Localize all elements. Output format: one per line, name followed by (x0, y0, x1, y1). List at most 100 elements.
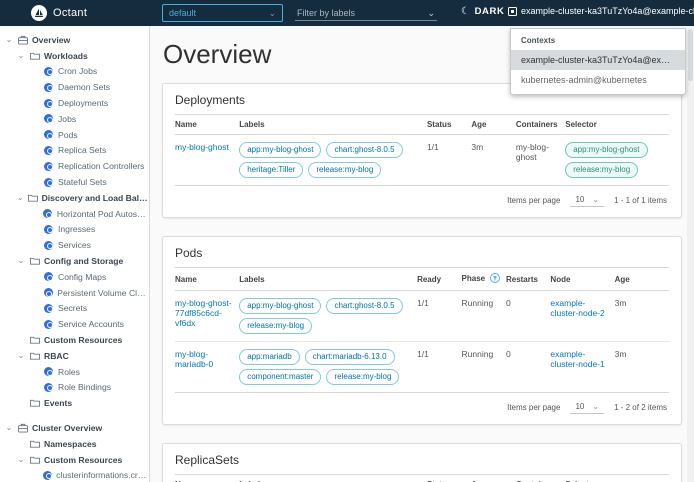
selector-pill: release:my-blog (565, 162, 639, 178)
scrollbar-thumb[interactable] (688, 29, 693, 81)
sidebar-item-label: Config and Storage (44, 256, 124, 267)
sidebar-item-label: Cron Jobs (58, 66, 98, 77)
folder-icon (29, 398, 40, 409)
chevron-down-icon[interactable]: ⌄ (17, 50, 25, 60)
sidebar-item-secrets[interactable]: Secrets (0, 301, 149, 317)
chevron-down-icon: ⌄ (427, 7, 435, 18)
label-pill[interactable]: app:my-blog-ghost (239, 298, 322, 314)
link-example-cluster-node-1[interactable]: example-cluster-node-1 (550, 349, 605, 369)
label-pill[interactable]: release:my-blog (239, 318, 313, 334)
sidebar-item-workloads[interactable]: ⌄ Workloads (0, 48, 149, 64)
label-pill[interactable]: release:my-blog (308, 162, 382, 178)
sidebar-item-persistent-volume-claims[interactable]: Persistent Volume Claims (0, 285, 149, 301)
resource-icon (43, 240, 54, 251)
sidebar-item-pods[interactable]: Pods (0, 127, 149, 143)
label-filter-input[interactable]: Filter by labels ⌄ (295, 5, 437, 21)
sidebar-item-jobs[interactable]: Jobs (0, 111, 149, 127)
context-selector-button[interactable]: example-cluster-ka3TuTzYo4a@example-clus… (508, 6, 694, 16)
cell-labels: app:my-blog-ghost chart:ghost-8.0.5 releas… (239, 291, 417, 342)
column-header-name: Name (175, 114, 240, 135)
filter-icon[interactable] (490, 273, 501, 285)
sidebar-item-service-accounts[interactable]: Service Accounts (0, 316, 149, 332)
label-pill[interactable]: chart:ghost-8.0.5 (326, 142, 403, 158)
items-per-page-label: Items per page (507, 196, 561, 205)
folder-icon (29, 350, 40, 361)
sidebar-item-clusterinformations-crd-projec[interactable]: clusterinformations.crd.projec (0, 468, 149, 482)
sidebar-item-config-and-storage[interactable]: ⌄ Config and Storage (0, 253, 149, 269)
sidebar-item-cron-jobs[interactable]: Cron Jobs (0, 64, 149, 80)
namespace-select[interactable]: default ⌄ (162, 4, 283, 22)
chevron-down-icon[interactable]: ⌄ (17, 350, 25, 360)
resource-icon (43, 470, 53, 481)
resource-icon (43, 288, 53, 298)
chevron-down-icon[interactable]: ⌄ (17, 256, 25, 266)
label-pill[interactable]: chart:mariadb-6.13.0 (304, 349, 395, 365)
page-size-select[interactable]: 10 ⌄ (570, 194, 605, 207)
resource-icon (44, 130, 53, 140)
resource-icon (43, 366, 54, 377)
vertical-scrollbar[interactable] (687, 26, 694, 482)
card-title: Pods (175, 246, 203, 260)
context-selector-label: example-cluster-ka3TuTzYo4a@example-clus… (521, 6, 694, 16)
resource-icon (44, 66, 53, 76)
label-pill[interactable]: app:my-blog-ghost (239, 142, 322, 158)
sidebar-item-rbac[interactable]: ⌄ RBAC (0, 348, 149, 364)
pill-group: app:my-blog-ghost release:my-blog (565, 142, 663, 178)
sidebar-item-replica-sets[interactable]: Replica Sets (0, 143, 149, 159)
column-header-selector: Selector (565, 114, 669, 135)
label-pill[interactable]: component:master (239, 369, 322, 385)
sidebar-item-role-bindings[interactable]: Role Bindings (0, 380, 149, 396)
table-deployments: Name Labels Status Age Containers Selector my-… (175, 114, 669, 186)
link-example-cluster-node-2[interactable]: example-cluster-node-2 (550, 298, 605, 318)
sidebar-item-daemon-sets[interactable]: Daemon Sets (0, 79, 149, 95)
sidebar-item-label: Overview (32, 34, 71, 45)
sidebar-item-ingresses[interactable]: Ingresses (0, 222, 149, 238)
dark-theme-toggle[interactable]: ☾ DARK (461, 6, 504, 17)
column-header-name: Name (175, 474, 240, 482)
sidebar-item-horizontal-pod-autoscalers[interactable]: Horizontal Pod Autoscalers (0, 206, 149, 222)
chevron-down-icon: ⌄ (592, 195, 600, 204)
folder-icon (29, 335, 40, 346)
link-my-blog-ghost[interactable]: my-blog-ghost (175, 142, 229, 152)
contexts-dropdown-title: Contexts (521, 36, 556, 45)
sidebar-item-config-maps[interactable]: Config Maps (0, 269, 149, 285)
column-header-labels: Labels (239, 267, 418, 291)
chevron-down-icon[interactable]: ⌄ (5, 423, 13, 433)
app-title: Octant (53, 7, 88, 19)
resource-icon (43, 177, 54, 188)
link-my-blog-mariadb-0[interactable]: my-blog-mariadb-0 (175, 349, 214, 369)
resource-icon (43, 98, 54, 109)
overview-icon (17, 34, 28, 45)
context-item-kubernetes-admin-kubernetes[interactable]: kubernetes-admin@kubernetes (521, 75, 647, 85)
sidebar-item-roles[interactable]: Roles (0, 364, 149, 380)
sidebar-item-discovery-and-load-balancing[interactable]: ⌄ Discovery and Load Balancing (0, 190, 149, 206)
sidebar-item-cluster-overview[interactable]: ⌄ Cluster Overview (0, 420, 149, 436)
sidebar-item-overview[interactable]: ⌄ Overview (0, 32, 149, 48)
sidebar-item-replication-controllers[interactable]: Replication Controllers (0, 158, 149, 174)
resource-icon (44, 114, 53, 124)
sidebar-item-namespaces[interactable]: Namespaces (0, 436, 149, 452)
chevron-down-icon[interactable]: ⌄ (5, 34, 13, 44)
column-header-status: Status (426, 474, 472, 482)
column-header-restarts: Restarts (505, 267, 551, 291)
sidebar-item-label: Role Bindings (58, 382, 112, 393)
folder-icon (29, 438, 40, 449)
link-my-blog-ghost-77df85c6cd-vf6dx[interactable]: my-blog-ghost-77df85c6cd-vf6dx (175, 298, 232, 328)
chevron-down-icon[interactable]: ⌄ (16, 192, 24, 202)
page-size-select[interactable]: 10 ⌄ (570, 401, 605, 414)
label-pill[interactable]: chart:ghost-8.0.5 (326, 298, 403, 314)
column-header-status: Status (426, 114, 472, 135)
label-pill[interactable]: app:mariadb (239, 349, 300, 365)
sidebar-item-stateful-sets[interactable]: Stateful Sets (0, 174, 149, 190)
sidebar-item-label: Custom Resources (44, 335, 123, 346)
label-pill[interactable]: heritage:Tiller (239, 162, 304, 178)
sidebar-item-custom-resources[interactable]: Custom Resources (0, 332, 149, 348)
sidebar-item-events[interactable]: Events (0, 395, 149, 411)
items-per-page-label: Items per page (507, 403, 561, 412)
label-pill[interactable]: release:my-blog (326, 369, 400, 385)
context-item-example-cluster-ka3tutzyo4a-example-clu[interactable]: example-cluster-ka3TuTzYo4a@example-clu.… (511, 50, 685, 70)
sidebar-item-services[interactable]: Services (0, 237, 149, 253)
sidebar-item-deployments[interactable]: Deployments (0, 95, 149, 111)
chevron-down-icon[interactable]: ⌄ (17, 454, 25, 464)
sidebar-item-custom-resources[interactable]: ⌄ Custom Resources (0, 452, 149, 468)
